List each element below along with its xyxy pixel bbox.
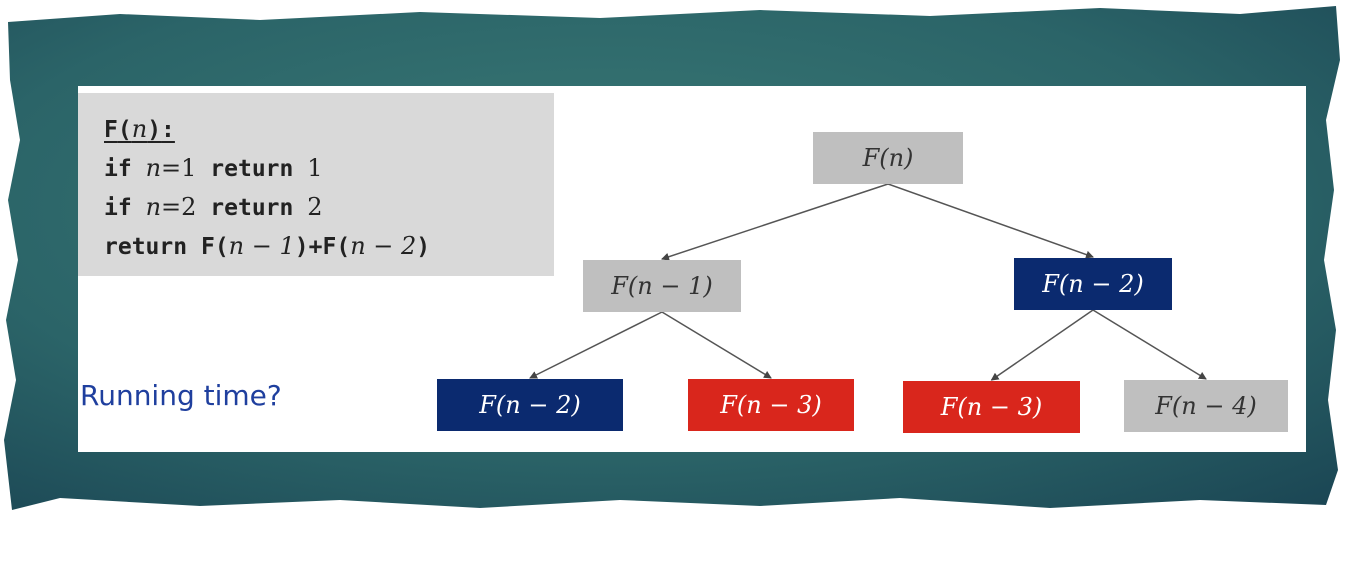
tree-node-label: F(n) xyxy=(862,144,914,172)
tree-node-label: F(n − 1) xyxy=(610,272,712,300)
tree-node-box xyxy=(437,379,623,431)
tree-node-label: F(n − 3) xyxy=(719,391,821,419)
tree-node-box xyxy=(1014,258,1172,310)
tree-node-n2: F(n − 2) xyxy=(1014,258,1172,310)
code-line-3: return F(n − 1)+F(n − 2) xyxy=(104,232,431,260)
tree-edge-n2-n2b xyxy=(1092,309,1207,380)
function-param: n xyxy=(131,115,148,143)
tree-node-box xyxy=(688,379,854,431)
tree-node-root: F(n) xyxy=(813,132,963,184)
tree-node-label: F(n − 2) xyxy=(478,391,580,419)
recursion-tree: F(n) F(n − 1) F(n − 2) F(n − 2) F(n − 3) F(n … xyxy=(437,132,1288,433)
tree-node-n2b: F(n − 4) xyxy=(1124,380,1288,432)
tree-edge-n2-n2a xyxy=(990,309,1094,381)
function-name: F xyxy=(104,117,118,143)
tree-node-label: F(n − 3) xyxy=(940,393,1042,421)
function-header: F(n): xyxy=(104,115,175,143)
tree-node-box xyxy=(813,132,963,184)
tree-node-label: F(n − 2) xyxy=(1041,270,1143,298)
code-line-2: if n=2 return 2 xyxy=(104,193,323,221)
tree-node-box xyxy=(903,381,1080,433)
tree-node-box xyxy=(1124,380,1288,432)
pseudocode-box: F(n): if n=1 return 1 if n=2 return 2 re… xyxy=(78,93,554,276)
tree-nodes: F(n) F(n − 1) F(n − 2) F(n − 2) F(n − 3) F(n … xyxy=(437,132,1288,433)
function-colon: : xyxy=(161,117,175,143)
code-line-1: if n=1 return 1 xyxy=(104,154,323,182)
tree-edge-n1-n1a xyxy=(529,311,663,379)
tree-node-n1b: F(n − 3) xyxy=(688,379,854,431)
tree-edges xyxy=(529,183,1207,381)
running-time-question: Running time? xyxy=(80,379,282,412)
tree-edge-n1-n1b xyxy=(661,311,772,379)
tree-edge-root-n1 xyxy=(661,183,889,261)
tree-node-n2a: F(n − 3) xyxy=(903,381,1080,433)
slide-panel: F(n): if n=1 return 1 if n=2 return 2 re… xyxy=(78,86,1306,452)
tree-node-n1a: F(n − 2) xyxy=(437,379,623,431)
tree-node-label: F(n − 4) xyxy=(1154,392,1256,420)
tree-edge-root-n2 xyxy=(887,183,1094,259)
tree-node-box xyxy=(583,260,741,312)
tree-node-n1: F(n − 1) xyxy=(583,260,741,312)
